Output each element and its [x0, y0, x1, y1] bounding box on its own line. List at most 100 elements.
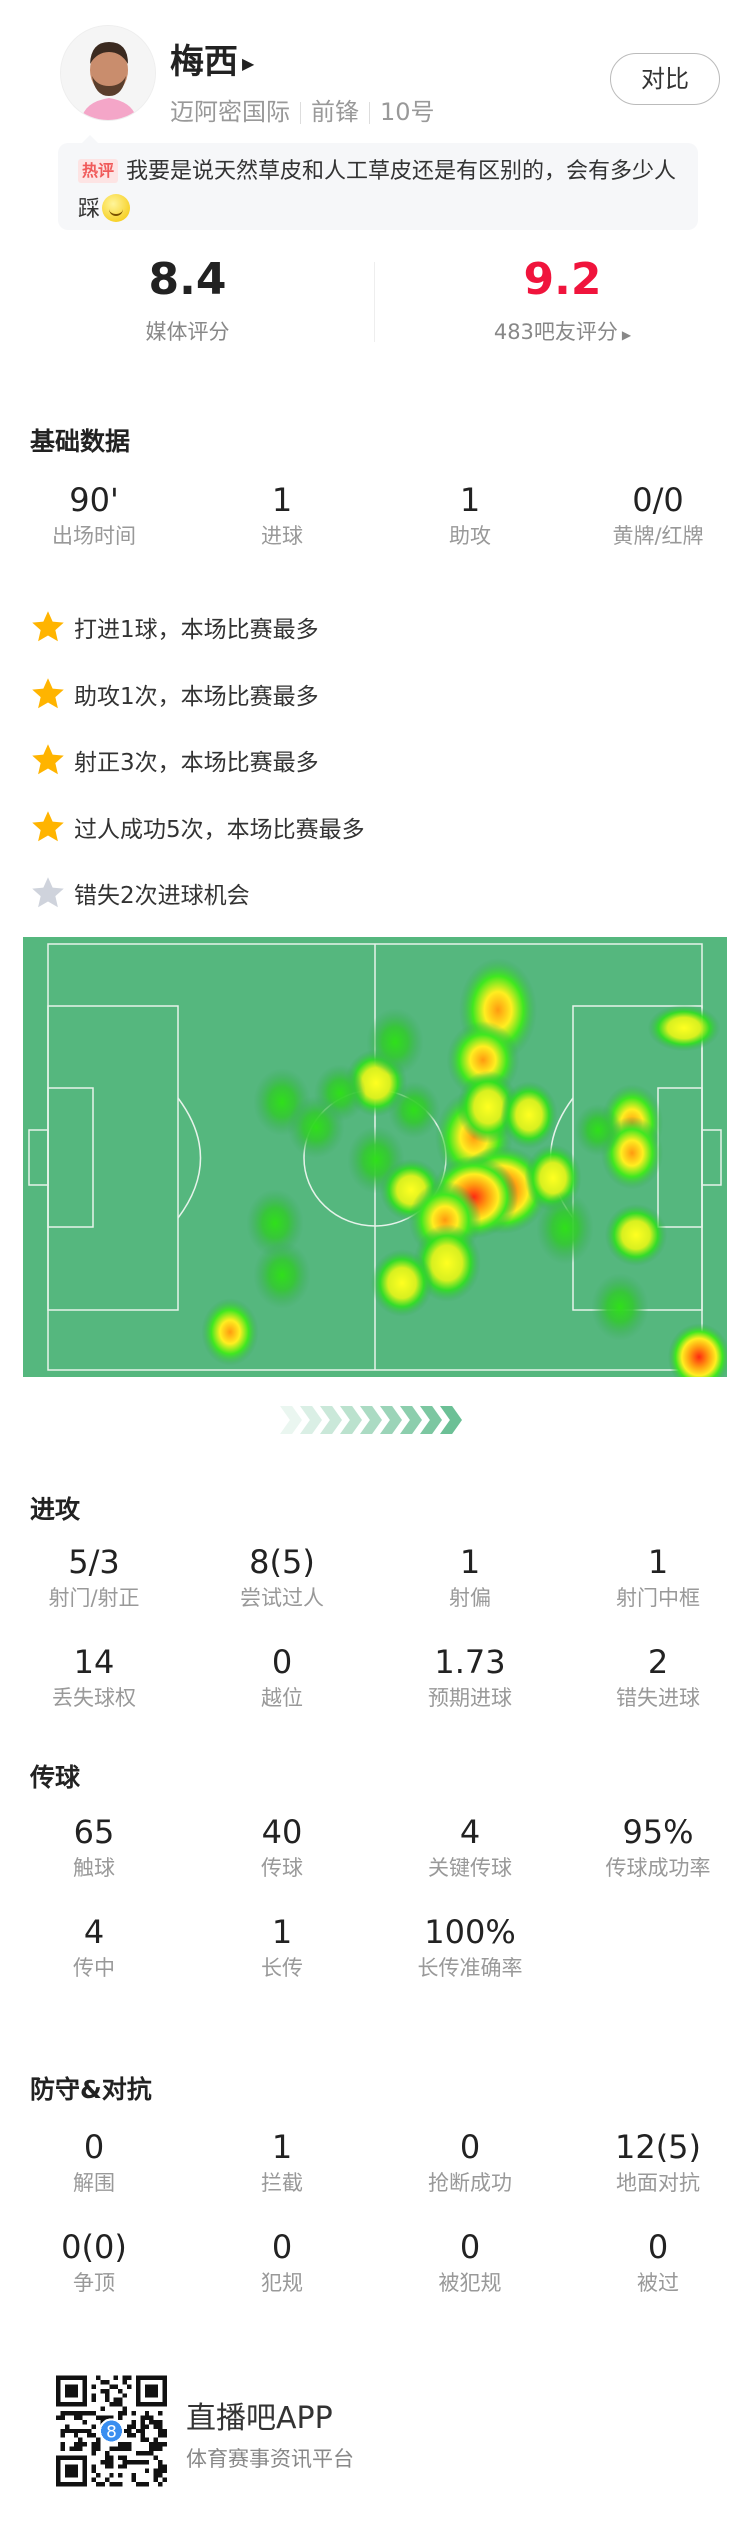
separator: [300, 102, 301, 124]
stat-label: 触球: [73, 1856, 115, 1880]
passing-stats: 65 触球 40 传球 4 关键传球 95% 传球成功率 4 传中 1 长传 100% 长传准确率: [0, 1812, 750, 1982]
heat-spot: [388, 1081, 440, 1139]
highlight-item: 打进1球，本场比赛最多: [30, 607, 319, 647]
stat-passing-3: 95% 传球成功率: [564, 1812, 750, 1882]
stat-basic-3: 0/0 黄牌/红牌: [564, 480, 750, 550]
highlight-item: 过人成功5次，本场比赛最多: [30, 807, 365, 847]
section-title-defense: 防守&对抗: [30, 2075, 152, 2104]
stat-value: 4: [459, 1813, 481, 1851]
chevron-right-icon: [320, 1406, 342, 1434]
heat-spot: [604, 1203, 668, 1267]
chevron-right-icon: [280, 1406, 302, 1434]
stat-attack-3: 1 射门中框: [564, 1542, 750, 1612]
stat-label: 丢失球权: [52, 1686, 136, 1710]
smile-emoji-icon: [102, 194, 131, 222]
basic-stats: 90' 出场时间 1 进球 1 助攻 0/0 黄牌/红牌: [0, 480, 750, 550]
stat-passing-2: 4 关键传球: [376, 1812, 564, 1882]
heat-spot: [536, 1191, 594, 1265]
hot-comment[interactable]: 热评 我要是说天然草皮和人工草皮还是有区别的，会有多少人踩: [58, 135, 698, 230]
stat-basic-1: 1 进球: [188, 480, 376, 550]
stat-value: 90': [69, 481, 119, 519]
gold-star-icon: [32, 810, 64, 841]
player-name[interactable]: 梅西 ▶: [170, 34, 254, 83]
grey-star-icon: [32, 877, 64, 908]
stat-label: 错失进球: [616, 1686, 700, 1710]
stat-label: 犯规: [261, 2271, 303, 2295]
stat-value: 0: [271, 2228, 293, 2266]
heatmap-pitch: [23, 937, 727, 1377]
heat-spot: [500, 1081, 558, 1149]
stat-value: 14: [73, 1643, 115, 1681]
stat-passing-1: 40 传球: [188, 1812, 376, 1882]
chevron-right-icon: [380, 1406, 402, 1434]
gold-star-icon: [32, 677, 64, 708]
stat-label: 关键传球: [428, 1856, 512, 1880]
compare-button[interactable]: 对比: [610, 53, 720, 105]
stat-label: 传中: [73, 1956, 115, 1980]
stat-basic-2: 1 助攻: [376, 480, 564, 550]
app-name: 直播吧APP: [186, 2401, 333, 2436]
stat-attack-2: 1 射偏: [376, 1542, 564, 1612]
stat-value: 1: [271, 1913, 293, 1951]
defense-stats: 0 解围 1 拦截 0 抢断成功 12(5) 地面对抗 0(0) 争顶 0 犯规 0 被犯规 0 被过: [0, 2127, 750, 2297]
stat-label: 助攻: [449, 524, 491, 548]
qr-code[interactable]: 8: [56, 2375, 167, 2487]
stat-defense-3: 12(5) 地面对抗: [564, 2127, 750, 2197]
chevron-right-icon: [400, 1406, 422, 1434]
stat-attack-5: 0 越位: [188, 1642, 376, 1712]
stat-value: 0: [271, 1643, 293, 1681]
app-tagline: 体育赛事资讯平台: [186, 2447, 354, 2471]
highlight-item: 错失2次进球机会: [30, 873, 250, 913]
stat-value: 65: [73, 1813, 115, 1851]
stat-label: 被过: [637, 2271, 679, 2295]
stat-value: 0: [647, 2228, 669, 2266]
heat-spot: [201, 1298, 259, 1366]
chevron-right-icon: [340, 1406, 362, 1434]
stat-label: 传球成功率: [605, 1856, 711, 1880]
stat-attack-4: 14 丢失球权: [0, 1642, 188, 1712]
divider: [374, 262, 375, 342]
chevron-right-icon: [420, 1406, 442, 1434]
team-name: 迈阿密国际: [170, 98, 290, 126]
stat-value: 1.73: [434, 1643, 506, 1681]
gold-star-icon: [32, 611, 64, 642]
chevron-right-icon: [300, 1406, 322, 1434]
stat-value: 1: [271, 481, 293, 519]
play-arrow-icon: ▶: [621, 328, 632, 342]
stat-passing-0: 65 触球: [0, 1812, 188, 1882]
stat-value: 0/0: [632, 481, 684, 519]
stat-label: 预期进球: [428, 1686, 512, 1710]
stat-passing-6: 100% 长传准确率: [376, 1912, 564, 1982]
heat-spot: [591, 1273, 649, 1341]
stat-value: 1: [271, 2128, 293, 2166]
fan-rating[interactable]: 9.2 483吧友评分 ▶: [375, 252, 750, 346]
stat-value: 0(0): [61, 2228, 127, 2266]
gold-star-icon: [32, 744, 64, 775]
media-rating-label: 媒体评分: [145, 320, 230, 344]
stat-label: 黄牌/红牌: [612, 524, 704, 548]
stat-value: 95%: [622, 1813, 694, 1851]
stat-defense-1: 1 拦截: [188, 2127, 376, 2197]
stat-value: 1: [647, 1543, 669, 1581]
stat-label: 解围: [73, 2171, 115, 2195]
stat-defense-4: 0(0) 争顶: [0, 2227, 188, 2297]
heat-spot: [246, 1189, 304, 1257]
stat-label: 射门中框: [616, 1586, 700, 1610]
hot-comment-badge: 热评: [78, 159, 119, 183]
stat-label: 进球: [261, 524, 303, 548]
heat-spot: [667, 1323, 727, 1377]
stat-label: 尝试过人: [240, 1586, 324, 1610]
heat-spot: [366, 1008, 424, 1076]
stat-defense-7: 0 被过: [564, 2227, 750, 2297]
stat-label: 被犯规: [438, 2271, 502, 2295]
stat-defense-6: 0 被犯规: [376, 2227, 564, 2297]
position: 前锋: [311, 98, 359, 126]
stat-value: 1: [459, 1543, 481, 1581]
stat-value: 40: [261, 1813, 303, 1851]
media-rating-value: 8.4: [148, 254, 227, 305]
stat-value: 4: [83, 1913, 105, 1951]
shirt-number: 10号: [380, 98, 435, 126]
section-title-attack: 进攻: [30, 1495, 81, 1524]
player-avatar[interactable]: [60, 25, 156, 121]
stat-value: 5/3: [68, 1543, 120, 1581]
